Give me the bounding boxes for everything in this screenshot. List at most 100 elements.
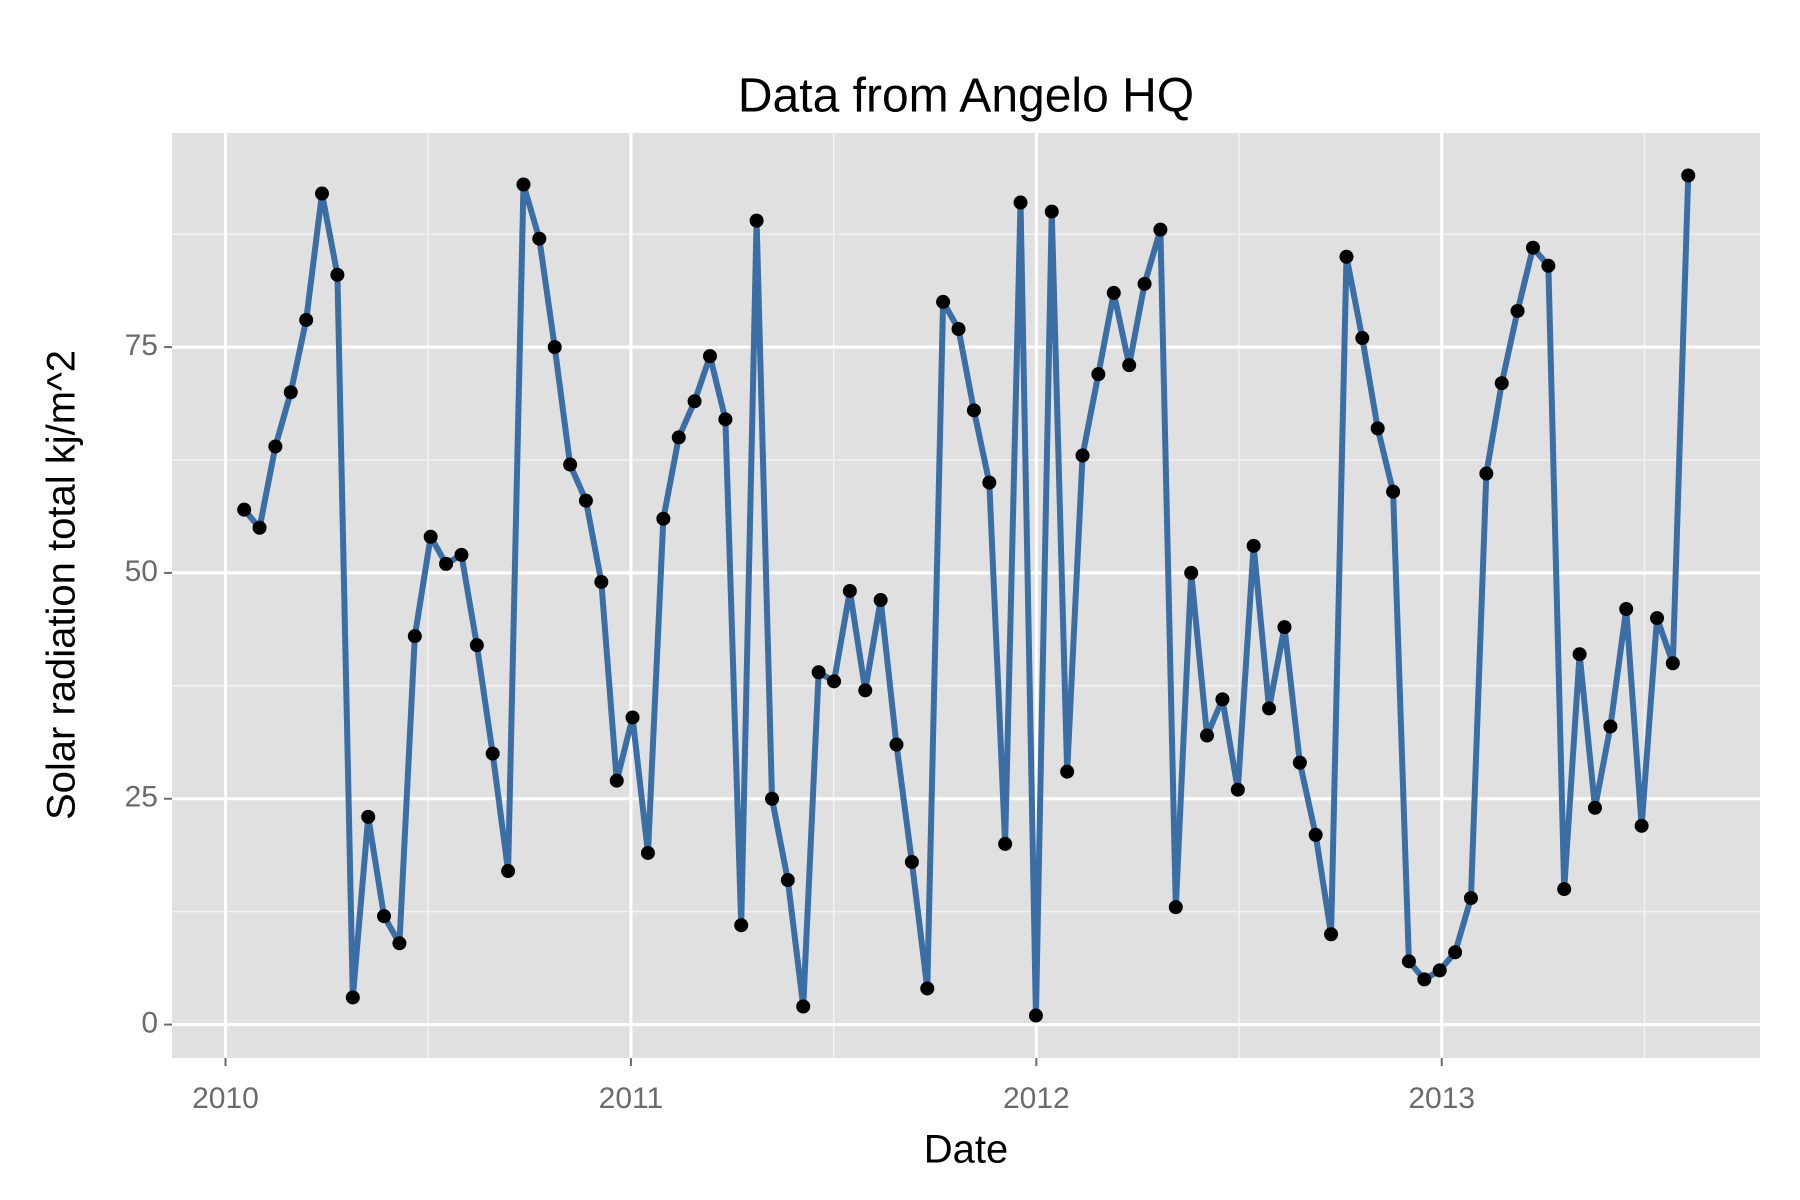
data-point	[734, 918, 749, 933]
data-point	[532, 231, 547, 246]
y-tick-label: 25	[125, 781, 158, 814]
data-point	[718, 412, 733, 427]
data-point	[1619, 602, 1634, 617]
data-point	[920, 981, 935, 996]
data-point	[796, 999, 811, 1014]
data-point	[1277, 620, 1292, 635]
data-point	[1386, 484, 1401, 499]
data-point	[407, 629, 422, 644]
plot-background	[172, 133, 1760, 1058]
data-point	[439, 556, 454, 571]
data-point	[1137, 276, 1152, 291]
data-point	[1262, 701, 1277, 716]
data-point	[1603, 719, 1618, 734]
data-point	[1494, 376, 1509, 391]
data-point	[765, 791, 780, 806]
data-point	[345, 990, 360, 1005]
data-point	[1572, 647, 1587, 662]
data-point	[842, 583, 857, 598]
x-tick-label: 2010	[192, 1082, 259, 1115]
data-point	[873, 593, 888, 608]
data-point	[656, 511, 671, 526]
data-point	[1091, 367, 1106, 382]
data-point	[1448, 945, 1463, 960]
data-point	[1184, 565, 1199, 580]
data-point	[237, 502, 252, 517]
y-tick-label: 50	[125, 555, 158, 588]
data-point	[578, 493, 593, 508]
data-point	[966, 403, 981, 418]
data-point	[1355, 331, 1370, 346]
data-point	[501, 864, 516, 879]
data-point	[1060, 764, 1075, 779]
data-point	[1557, 882, 1572, 897]
data-point	[858, 683, 873, 698]
data-point	[1044, 204, 1059, 219]
data-point	[1463, 891, 1478, 906]
data-point	[1215, 692, 1230, 707]
data-point	[1479, 466, 1494, 481]
data-point	[315, 186, 330, 201]
data-point	[1417, 972, 1432, 987]
data-point	[1650, 611, 1665, 626]
data-point	[485, 746, 500, 761]
data-point	[469, 638, 484, 653]
data-point	[749, 213, 764, 228]
data-point	[687, 394, 702, 409]
data-point	[1525, 240, 1540, 255]
data-point	[1432, 963, 1447, 978]
data-point	[1665, 656, 1680, 671]
y-tick-label: 75	[125, 329, 158, 362]
data-point	[1681, 168, 1696, 183]
x-tick-label: 2012	[1003, 1082, 1070, 1115]
data-point	[361, 809, 376, 824]
data-point	[299, 312, 314, 327]
data-point	[936, 294, 951, 309]
data-point	[1370, 421, 1385, 436]
data-point	[811, 665, 826, 680]
data-point	[1401, 954, 1416, 969]
x-tick-label: 2013	[1408, 1082, 1475, 1115]
data-point	[982, 475, 997, 490]
data-point	[268, 439, 283, 454]
data-point	[1587, 800, 1602, 815]
data-point	[640, 845, 655, 860]
data-point	[609, 773, 624, 788]
x-tick-label: 2011	[599, 1082, 664, 1115]
y-axis-title: Solar radiation total kj/m^2	[40, 350, 84, 820]
data-point	[1153, 222, 1168, 237]
data-point	[1510, 303, 1525, 318]
data-point	[1634, 818, 1649, 833]
data-point	[671, 430, 686, 445]
data-point	[563, 457, 578, 472]
data-point	[594, 574, 609, 589]
data-point	[702, 349, 717, 364]
data-point	[1292, 755, 1307, 770]
data-point	[827, 674, 842, 689]
data-point	[547, 340, 562, 355]
data-point	[1075, 448, 1090, 463]
data-point	[392, 936, 407, 951]
data-point	[951, 322, 966, 337]
data-point	[780, 873, 795, 888]
data-point	[1013, 195, 1028, 210]
data-point	[1230, 782, 1245, 797]
data-point	[377, 909, 392, 924]
data-point	[1324, 927, 1339, 942]
data-point	[998, 836, 1013, 851]
data-point	[516, 177, 531, 192]
data-point	[889, 737, 904, 752]
data-point	[1168, 900, 1183, 915]
data-point	[1246, 538, 1261, 553]
y-tick-label: 0	[141, 1006, 158, 1039]
data-point	[1122, 358, 1137, 373]
data-line	[241, 175, 1692, 1019]
data-point	[454, 547, 469, 562]
data-point	[1106, 285, 1121, 300]
data-point	[1339, 249, 1354, 264]
data-point	[283, 385, 298, 400]
data-point	[904, 854, 919, 869]
data-point	[1308, 827, 1323, 842]
